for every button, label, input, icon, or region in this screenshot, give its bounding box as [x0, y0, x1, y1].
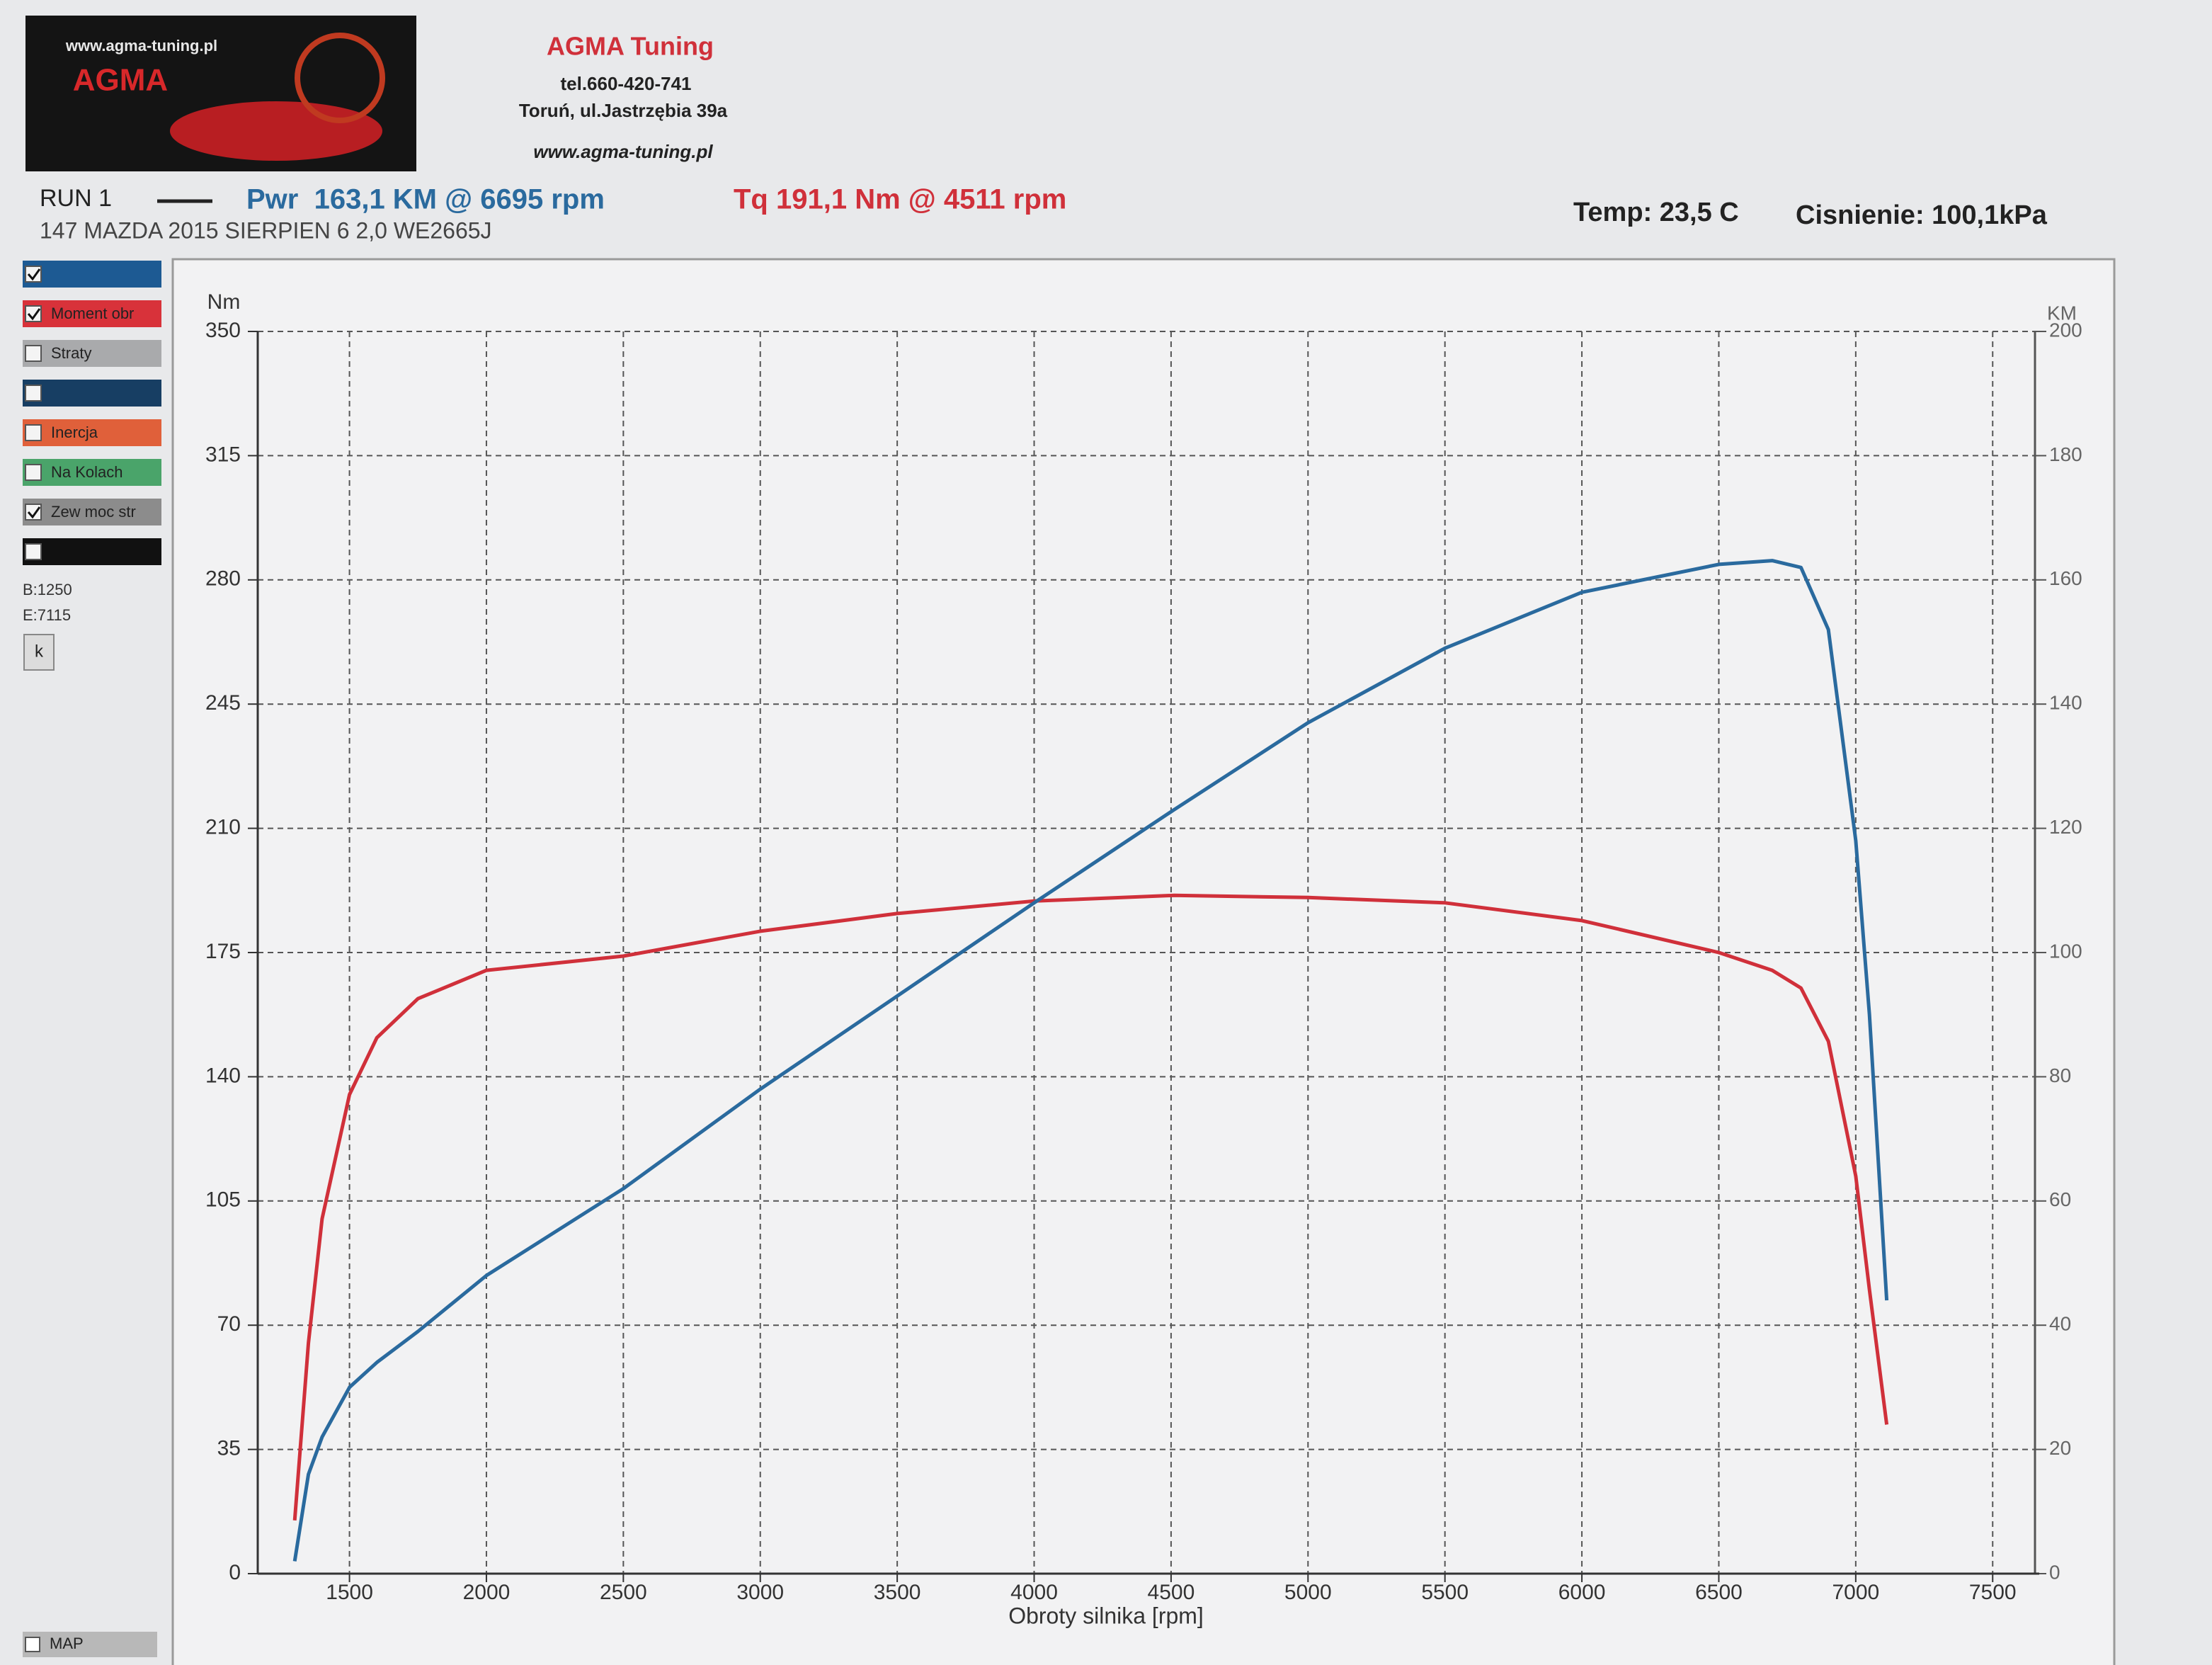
y-tick-label: 70: [217, 1312, 241, 1336]
panel-item[interactable]: [23, 538, 161, 565]
y-tick-label: 350: [205, 319, 241, 342]
x-tick-label: 7500: [1969, 1581, 2017, 1604]
company-name: AGMA Tuning: [547, 32, 714, 61]
x-tick-label: 2000: [463, 1581, 511, 1604]
y2-axis-title: KM: [2047, 302, 2077, 324]
chart-frame: [171, 258, 2116, 1665]
checkmark[interactable]: [27, 268, 41, 281]
panel-item[interactable]: [23, 340, 161, 367]
address: Toruń, ul.Jastrzębia 39a: [519, 100, 728, 121]
run-label: RUN 1: [40, 185, 112, 212]
panel-label[interactable]: Inercja: [51, 424, 98, 441]
x-tick-label: 7000: [1832, 1581, 1879, 1604]
temperature: Temp: 23,5 C: [1573, 198, 1739, 227]
panel-label[interactable]: Zew moc str: [51, 503, 136, 521]
logo-car: [170, 101, 382, 161]
panel-checkbox[interactable]: [25, 385, 42, 402]
logo-url: www.agma-tuning.pl: [65, 37, 217, 55]
y-tick-label: 280: [205, 567, 241, 591]
y-tick-label: 105: [205, 1188, 241, 1212]
y-tick-label: 245: [205, 691, 241, 715]
x-tick-label: 3500: [874, 1581, 921, 1604]
y2-tick-label: 200: [2049, 319, 2082, 341]
power-summary: Pwr 163,1 KM @ 6695 rpm: [246, 184, 605, 215]
panel-item[interactable]: [23, 459, 161, 486]
panel-label[interactable]: Moment obr: [51, 305, 134, 322]
panel-checkbox[interactable]: [25, 543, 42, 560]
y2-tick-label: 140: [2049, 692, 2082, 714]
k-button[interactable]: [23, 634, 55, 671]
map-checkbox[interactable]: [25, 1637, 40, 1652]
y-tick-label: 0: [229, 1561, 241, 1584]
panel-checkbox[interactable]: [25, 464, 42, 481]
x-tick-label: 6500: [1695, 1581, 1743, 1604]
pressure: Cisnienie: 100,1kPa: [1796, 200, 2048, 230]
panel-label[interactable]: Na Kolach: [51, 463, 123, 481]
y-tick-label: 140: [205, 1064, 241, 1087]
panel-checkbox[interactable]: [25, 504, 42, 521]
torque-summary: Tq 191,1 Nm @ 4511 rpm: [734, 184, 1066, 215]
y-tick-label: 175: [205, 940, 241, 963]
panel-label[interactable]: Straty: [51, 344, 91, 362]
y2-tick-label: 180: [2049, 443, 2082, 465]
panel-item[interactable]: [23, 380, 161, 407]
logo-name: AGMA: [73, 63, 168, 98]
panel-checkbox[interactable]: [25, 305, 42, 322]
x-tick-label: 4000: [1010, 1581, 1058, 1604]
end-rpm: E:7115: [23, 606, 71, 624]
y-tick-label: 35: [217, 1437, 241, 1460]
phone: tel.660-420-741: [560, 73, 691, 94]
x-tick-label: 6000: [1558, 1581, 1606, 1604]
panel-item[interactable]: [23, 261, 161, 288]
y2-tick-label: 80: [2049, 1064, 2071, 1086]
begin-rpm: B:1250: [23, 581, 72, 598]
series-line: [292, 893, 1889, 1521]
logo-gauge: [295, 33, 385, 123]
y2-tick-label: 100: [2049, 940, 2082, 962]
checkmark[interactable]: [27, 506, 41, 519]
x-tick-label: 4500: [1148, 1581, 1195, 1604]
y2-tick-label: 60: [2049, 1188, 2071, 1210]
panel-checkbox[interactable]: [25, 424, 42, 441]
y-axis-title: Nm: [207, 290, 241, 314]
y2-tick-label: 160: [2049, 567, 2082, 589]
panel-item[interactable]: [23, 499, 161, 525]
map-label[interactable]: MAP: [50, 1635, 84, 1652]
map-toggle[interactable]: [23, 1632, 157, 1657]
y2-tick-label: 40: [2049, 1313, 2071, 1335]
y2-tick-label: 120: [2049, 816, 2082, 838]
panel-item[interactable]: [23, 419, 161, 446]
y2-tick-label: 20: [2049, 1437, 2071, 1459]
k-button-label[interactable]: k: [35, 642, 44, 661]
x-tick-label: 2500: [600, 1581, 647, 1604]
panel-checkbox[interactable]: [25, 266, 42, 283]
y2-tick-label: 0: [2049, 1561, 2060, 1583]
x-tick-label: 5000: [1284, 1581, 1332, 1604]
panel-checkbox[interactable]: [25, 345, 42, 362]
series-line: [292, 559, 1889, 1562]
x-axis-title: Obroty silnika [rpm]: [1008, 1603, 1204, 1628]
x-tick-label: 3000: [736, 1581, 784, 1604]
vehicle: 147 MAZDA 2015 SIERPIEN 6 2,0 WE2665J: [40, 217, 492, 243]
website: www.agma-tuning.pl: [533, 141, 713, 162]
y-tick-label: 315: [205, 443, 241, 466]
y-tick-label: 210: [205, 816, 241, 839]
x-tick-label: 5500: [1421, 1581, 1469, 1604]
checkmark[interactable]: [27, 308, 41, 321]
panel-item[interactable]: [23, 300, 161, 327]
x-tick-label: 1500: [326, 1581, 373, 1604]
